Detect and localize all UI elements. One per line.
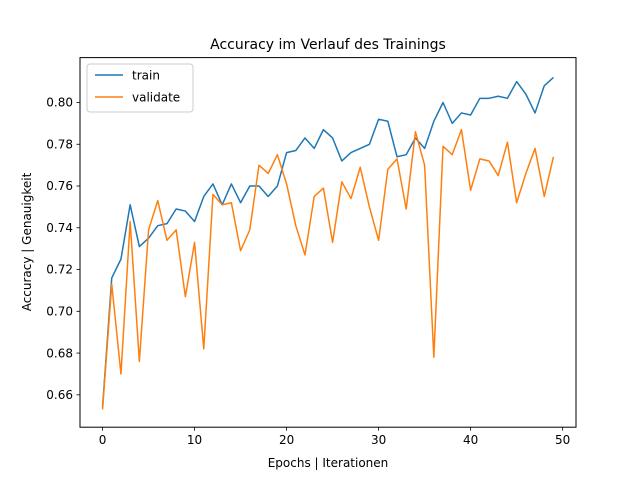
x-tick-label: 10 — [187, 433, 202, 447]
legend-label-train: train — [132, 69, 160, 83]
y-axis-ticks: 0.66 0.68 0.70 0.72 0.74 0.76 0.78 0.80 — [46, 96, 80, 402]
y-axis-label: Accuracy | Genauigkeit — [20, 172, 34, 311]
legend-box — [86, 63, 194, 113]
chart-title: Accuracy im Verlauf des Trainings — [210, 37, 446, 53]
y-tick-label: 0.74 — [46, 221, 73, 235]
plot-frame — [79, 57, 577, 428]
x-tick-label: 0 — [99, 433, 107, 447]
y-tick-label: 0.76 — [46, 179, 73, 193]
x-tick-label: 30 — [371, 433, 386, 447]
y-tick-label: 0.78 — [46, 137, 73, 151]
x-axis-label: Epochs | Iterationen — [268, 456, 389, 470]
plot-lines — [101, 76, 555, 410]
y-tick-label: 0.70 — [46, 305, 73, 319]
x-axis-ticks: 0 10 20 30 40 50 — [99, 427, 570, 447]
x-tick-label: 50 — [555, 433, 570, 447]
series-line-train — [101, 76, 554, 408]
x-tick-label: 20 — [279, 433, 294, 447]
series-line-validate — [101, 128, 555, 410]
legend: train validate — [86, 63, 194, 113]
y-tick-label: 0.72 — [46, 263, 73, 277]
legend-label-validate: validate — [132, 91, 180, 105]
y-tick-label: 0.68 — [46, 346, 73, 360]
y-tick-label: 0.66 — [46, 388, 73, 402]
y-tick-label: 0.80 — [46, 96, 73, 110]
x-tick-label: 40 — [463, 433, 478, 447]
